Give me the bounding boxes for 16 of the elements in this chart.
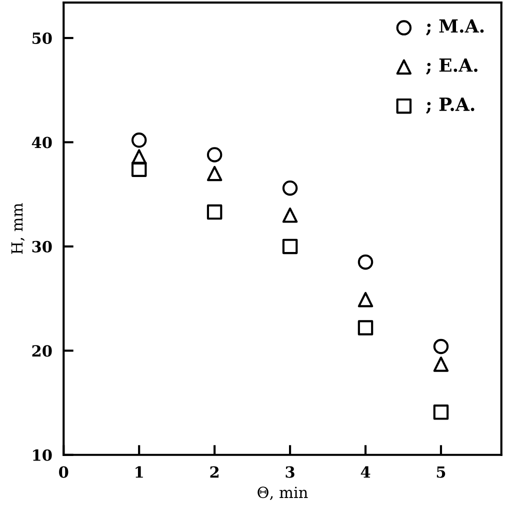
x-tick-label: 2 — [210, 466, 219, 478]
y-tick-label: 50 — [32, 32, 52, 44]
legend-label: ; E.A. — [426, 58, 478, 75]
x-tick-label: 0 — [59, 466, 68, 478]
legend-label: ; P.A. — [426, 98, 474, 114]
x-axis-title: Θ, min — [258, 486, 308, 500]
y-tick-label: 10 — [33, 449, 52, 461]
x-tick-label: 4 — [360, 466, 370, 478]
x-tick-label: 1 — [136, 466, 143, 478]
x-tick-label: 3 — [286, 466, 294, 478]
legend-label: ; M.A. — [426, 19, 484, 36]
y-tick-label: 40 — [32, 136, 52, 148]
y-tick-label: 20 — [32, 345, 52, 357]
y-axis-title: H, mm — [11, 203, 25, 254]
x-tick-label: 5 — [436, 466, 446, 478]
y-tick-label: 30 — [32, 240, 52, 252]
